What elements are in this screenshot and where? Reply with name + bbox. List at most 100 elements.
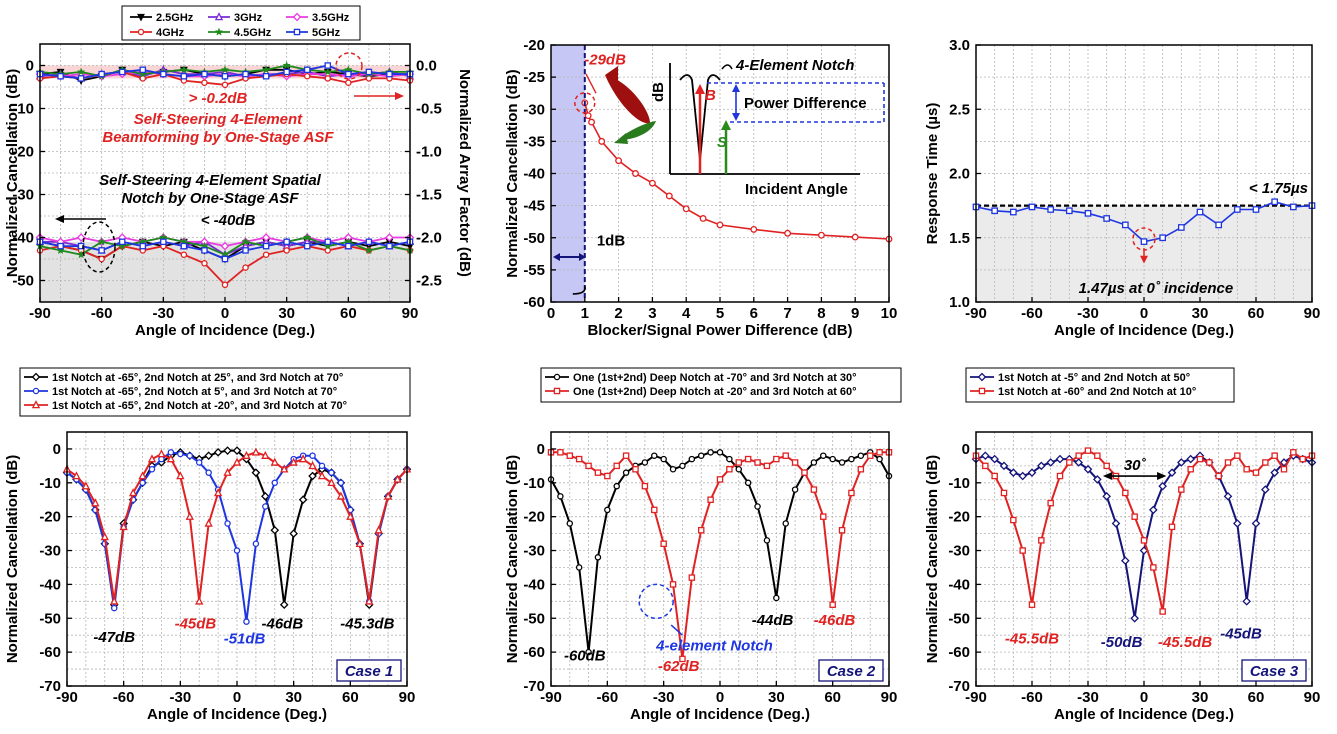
data-point — [735, 466, 743, 473]
data-point — [77, 75, 85, 82]
legend-label: 4GHz — [156, 27, 185, 39]
data-point — [1027, 468, 1037, 477]
data-point — [1177, 458, 1186, 467]
data-point — [1103, 462, 1110, 470]
x-tick-label: 10 — [881, 305, 898, 322]
legend-box — [540, 367, 902, 403]
x-tick-label: 7 — [783, 305, 791, 322]
annotation-value: -46dB — [814, 612, 856, 629]
annotation-value: -47dB — [93, 629, 135, 646]
y-tick-label: -10 — [12, 101, 34, 118]
y-tick-label: 2.0 — [949, 166, 970, 183]
data-point — [991, 472, 998, 480]
y-tick-label: -10 — [948, 475, 970, 492]
data-point — [309, 452, 316, 459]
annotation-red-1: Self-Steering 4-Element — [134, 111, 303, 128]
data-point — [848, 455, 855, 463]
data-point — [1028, 203, 1036, 211]
data-point — [1206, 459, 1213, 466]
data-point — [857, 452, 865, 459]
x-tick-label: 0 — [1140, 305, 1148, 322]
data-point — [699, 215, 707, 222]
data-point — [213, 448, 223, 457]
data-point — [328, 469, 335, 476]
x-axis-label: Angle of Incidence (Deg.) — [1054, 706, 1234, 723]
data-point — [660, 540, 667, 548]
data-point — [302, 232, 312, 242]
data-point — [1261, 485, 1270, 494]
legend-label: 3GHz — [234, 12, 263, 24]
data-point — [999, 461, 1009, 471]
data-point — [1251, 519, 1261, 528]
data-point — [744, 455, 752, 463]
annotation-value: -44dB — [752, 612, 794, 629]
annotation-30deg: 30˚ — [1124, 457, 1147, 474]
data-point — [1037, 461, 1046, 471]
legend-label: One (1st+2nd) Deep Notch at -20° and 3rd… — [573, 386, 857, 398]
data-point — [1177, 224, 1185, 231]
data-point — [1243, 466, 1250, 473]
data-point — [364, 245, 374, 255]
data-point — [1019, 547, 1026, 554]
annotation-black-1: Self-Steering 4-Element Spatial — [99, 172, 322, 189]
annotation-value: -45dB — [175, 615, 217, 632]
data-point — [1280, 466, 1288, 473]
y-tick-label: 3.0 — [949, 37, 970, 54]
data-point — [223, 467, 232, 476]
legend-marker — [32, 387, 40, 395]
data-point — [726, 455, 733, 463]
legend-marker — [31, 372, 41, 382]
data-point — [147, 454, 157, 463]
data-point — [566, 452, 574, 459]
data-point — [622, 452, 630, 459]
data-point — [669, 581, 677, 588]
data-point — [139, 242, 147, 250]
x-axis-label: Angle of Incidence (Deg.) — [147, 706, 327, 723]
data-point — [782, 452, 789, 459]
data-point — [1158, 481, 1167, 491]
data-point — [679, 462, 686, 470]
data-point — [283, 238, 290, 246]
data-point — [201, 247, 208, 254]
data-point — [665, 192, 673, 200]
data-point — [613, 462, 620, 470]
data-point — [1130, 613, 1139, 623]
data-point — [262, 73, 270, 80]
data-point — [345, 79, 352, 86]
data-point — [261, 450, 270, 459]
data-point — [784, 229, 792, 237]
annotation-circle — [638, 583, 674, 620]
x-tick-label: 60 — [1248, 305, 1265, 322]
data-point — [279, 600, 289, 610]
x-tick-label: -30 — [1077, 305, 1099, 322]
inset-angle-label: Incident Angle — [745, 181, 848, 198]
x-tick-label: -30 — [169, 689, 191, 706]
data-point — [857, 466, 865, 473]
data-point — [204, 518, 213, 527]
x-tick-label: 3 — [648, 305, 656, 322]
x-tick-label: 1 — [581, 305, 589, 322]
arrowhead — [1102, 472, 1113, 481]
y-tick-label: -30 — [523, 543, 545, 560]
legend-label: 4.5GHz — [234, 27, 272, 39]
data-point — [632, 466, 639, 473]
data-point — [744, 479, 752, 487]
data-point — [220, 241, 230, 251]
data-point — [838, 459, 846, 466]
inset-axis-label-db: dB — [650, 82, 667, 102]
y-tick-label: 0 — [962, 441, 970, 458]
data-point — [1065, 207, 1073, 215]
data-point — [139, 479, 146, 487]
x-tick-label: 0 — [233, 689, 241, 706]
y-tick-label: -30 — [948, 543, 970, 560]
data-point — [557, 449, 564, 456]
data-point — [158, 455, 165, 463]
data-point — [317, 471, 327, 480]
data-point — [990, 454, 999, 464]
data-point — [261, 492, 270, 501]
x-tick-label: -30 — [152, 305, 174, 322]
data-point — [1159, 608, 1166, 615]
x-tick-label: 90 — [399, 689, 416, 706]
legend-marker — [31, 400, 41, 409]
data-point — [773, 594, 780, 602]
